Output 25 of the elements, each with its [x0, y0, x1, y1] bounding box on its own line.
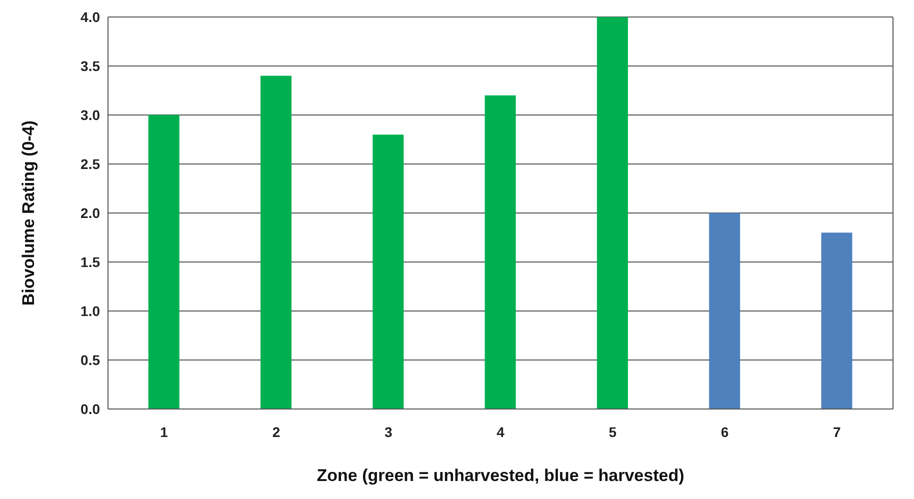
y-tick-label: 3.0: [80, 106, 100, 123]
bar: [484, 95, 516, 409]
x-tick-label: 1: [160, 424, 168, 440]
bar: [821, 232, 852, 409]
x-axis-title: Zone (green = unharvested, blue = harvested): [316, 466, 684, 485]
y-axis-title: Biovolume Rating (0-4): [19, 120, 38, 306]
x-tick-label: 5: [608, 424, 617, 440]
bar: [596, 17, 628, 409]
y-tick-label: 1.0: [80, 302, 100, 319]
y-tick-label: 2.5: [80, 156, 100, 172]
y-tick-label: 0.5: [80, 352, 100, 368]
y-tick-label: 2.0: [80, 204, 100, 221]
bar: [372, 134, 404, 409]
y-tick-label: 1.5: [80, 254, 100, 270]
y-tick-label: 0.0: [80, 400, 100, 417]
x-tick-label: 6: [720, 424, 729, 440]
y-tick-label: 3.5: [80, 58, 100, 74]
y-tick-label: 4.0: [80, 8, 100, 25]
x-tick-label: 4: [496, 424, 505, 440]
bar: [148, 115, 180, 409]
bar: [709, 213, 740, 409]
x-tick-label: 7: [833, 424, 842, 440]
x-tick-label: 3: [384, 424, 392, 440]
bar: [260, 76, 292, 409]
x-tick-label: 2: [272, 424, 280, 440]
